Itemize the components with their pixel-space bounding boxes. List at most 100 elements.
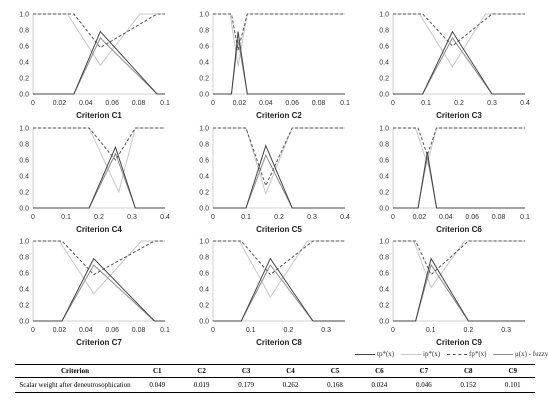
series-line-mu <box>33 152 165 209</box>
y-tick-label: 0.2 <box>199 190 209 197</box>
x-axis-label: Criterion C1 <box>76 111 122 120</box>
y-tick-label: 0.4 <box>199 60 209 67</box>
y-tick-label: 0.0 <box>19 319 29 326</box>
x-tick-label: 0.04 <box>439 214 453 221</box>
x-tick-label: 0.1 <box>160 327 170 334</box>
x-tick-label: 0.06 <box>465 214 479 221</box>
y-tick-label: 0.0 <box>199 206 209 213</box>
series-line-tp <box>213 257 345 322</box>
x-axis-label: Criterion C3 <box>436 111 482 120</box>
y-tick-label: 0.6 <box>379 44 389 51</box>
x-tick-label: 0.08 <box>132 100 146 107</box>
x-tick-label: 0.2 <box>94 214 104 221</box>
y-tick-label: 0.4 <box>19 60 29 67</box>
x-tick-label: 0.1 <box>61 214 71 221</box>
x-axis-label: Criterion C2 <box>256 111 302 120</box>
y-tick-label: 0.0 <box>379 206 389 213</box>
chart-panel: 0.0 0.2 0.4 0.6 0.8 1.0 0 0.02 0.04 0.06 0.08 0.1 Cr… <box>19 12 170 121</box>
x-tick-label: 0.2 <box>454 100 464 107</box>
y-tick-label: 0.6 <box>19 271 29 278</box>
y-tick-label: 0.0 <box>199 319 209 326</box>
x-tick-label: 0.3 <box>501 327 511 334</box>
y-tick-label: 0.8 <box>199 142 209 149</box>
chart-panel: 0.0 0.2 0.4 0.6 0.8 1.0 0 0.02 0.04 0.06 0.08 0.1 Cr… <box>199 12 350 121</box>
x-tick-label: 0.2 <box>464 327 474 334</box>
series-line-tp <box>393 257 525 322</box>
table-header-cell: C3 <box>223 364 269 378</box>
x-tick-label: 0.08 <box>312 100 326 107</box>
chart-panel: 0.0 0.2 0.4 0.6 0.8 1.0 0 0.02 0.04 0.06 0.08 0.1 Cr… <box>19 239 170 347</box>
y-tick-label: 0.0 <box>199 92 209 99</box>
table-row: Scalar weight after deneutrosophication … <box>15 377 535 393</box>
x-tick-label: 0.02 <box>53 100 67 107</box>
x-axis-label: Criterion C4 <box>76 225 122 234</box>
y-tick-label: 1.0 <box>19 12 29 19</box>
table-cell: 0.049 <box>135 377 180 393</box>
x-tick-label: 0.4 <box>340 214 350 221</box>
y-tick-label: 0.2 <box>199 303 209 310</box>
x-tick-label: 0.02 <box>53 327 67 334</box>
x-tick-label: 0 <box>31 327 35 334</box>
legend-swatch-fp <box>447 354 467 355</box>
series-line-fp <box>213 127 345 187</box>
y-tick-label: 0.8 <box>19 142 29 149</box>
chart-panel: 0.0 0.2 0.4 0.6 0.8 1.0 0 0.02 0.04 0.06 0.08 0.1 Cr… <box>379 126 530 235</box>
legend-swatch-ip <box>401 354 421 355</box>
x-tick-label: 0.3 <box>307 214 317 221</box>
x-tick-label: 0.08 <box>132 327 146 334</box>
legend-label-ip: ip*(x) <box>423 350 441 358</box>
y-tick-label: 0.0 <box>379 319 389 326</box>
y-tick-label: 0.4 <box>379 60 389 67</box>
y-tick-label: 0.6 <box>379 158 389 165</box>
y-tick-label: 1.0 <box>19 126 29 133</box>
table-header-cell: C1 <box>135 364 180 378</box>
series-line-tp <box>213 144 345 209</box>
table-header-cell: C2 <box>179 364 224 378</box>
y-tick-label: 0.2 <box>19 303 29 310</box>
y-tick-label: 0.2 <box>379 76 389 83</box>
x-tick-label: 0 <box>211 100 215 107</box>
y-tick-label: 0.2 <box>379 190 389 197</box>
x-tick-label: 0 <box>391 214 395 221</box>
x-tick-label: 0 <box>211 214 215 221</box>
y-tick-label: 0.6 <box>199 271 209 278</box>
x-tick-label: 0.3 <box>487 100 497 107</box>
x-tick-label: 0 <box>391 100 395 107</box>
series-line-tp <box>33 257 165 322</box>
x-tick-label: 0.1 <box>421 100 431 107</box>
x-tick-label: 0.1 <box>340 100 350 107</box>
y-tick-label: 0.4 <box>19 174 29 181</box>
y-tick-label: 1.0 <box>19 239 29 246</box>
series-line-tp <box>393 30 525 95</box>
series-line-ip <box>33 127 165 194</box>
table-cell: 0.168 <box>312 377 358 393</box>
series-line-ip <box>33 240 165 295</box>
y-tick-label: 0.6 <box>199 158 209 165</box>
series-line-mu <box>393 263 525 322</box>
y-tick-label: 0.8 <box>19 255 29 262</box>
x-tick-label: 0.06 <box>105 327 119 334</box>
series-line-ip <box>33 13 165 67</box>
y-tick-label: 0.2 <box>19 190 29 197</box>
x-tick-label: 0.1 <box>241 214 251 221</box>
series-line-fp <box>393 240 525 276</box>
x-axis-label: Criterion C5 <box>256 225 302 234</box>
x-tick-label: 0.06 <box>285 100 299 107</box>
y-tick-label: 1.0 <box>199 12 209 19</box>
legend-swatch-tp <box>355 354 375 355</box>
x-axis-label: Criterion C9 <box>436 338 482 346</box>
x-tick-label: 0 <box>31 100 35 107</box>
y-tick-label: 0.0 <box>19 92 29 99</box>
y-tick-label: 1.0 <box>199 239 209 246</box>
series-line-ip <box>213 240 345 298</box>
y-tick-label: 0.6 <box>19 44 29 51</box>
x-tick-label: 0.1 <box>426 327 436 334</box>
chart-panel: 0.0 0.2 0.4 0.6 0.8 1.0 0 0.1 0.2 0.3 Criterion C9 <box>379 239 525 346</box>
series-line-ip <box>393 127 525 166</box>
x-axis-label: Criterion C7 <box>76 338 122 346</box>
x-tick-label: 0.1 <box>160 100 170 107</box>
legend: tp*(x) ip*(x) fp*(x) μ(x) - fuzzy <box>355 348 548 362</box>
x-tick-label: 0.02 <box>233 100 247 107</box>
chart-panel: 0.0 0.2 0.4 0.6 0.8 1.0 0 0.1 0.2 0.3 Criterion C8 <box>199 239 345 346</box>
table-header-cell: Criterion <box>15 364 135 378</box>
